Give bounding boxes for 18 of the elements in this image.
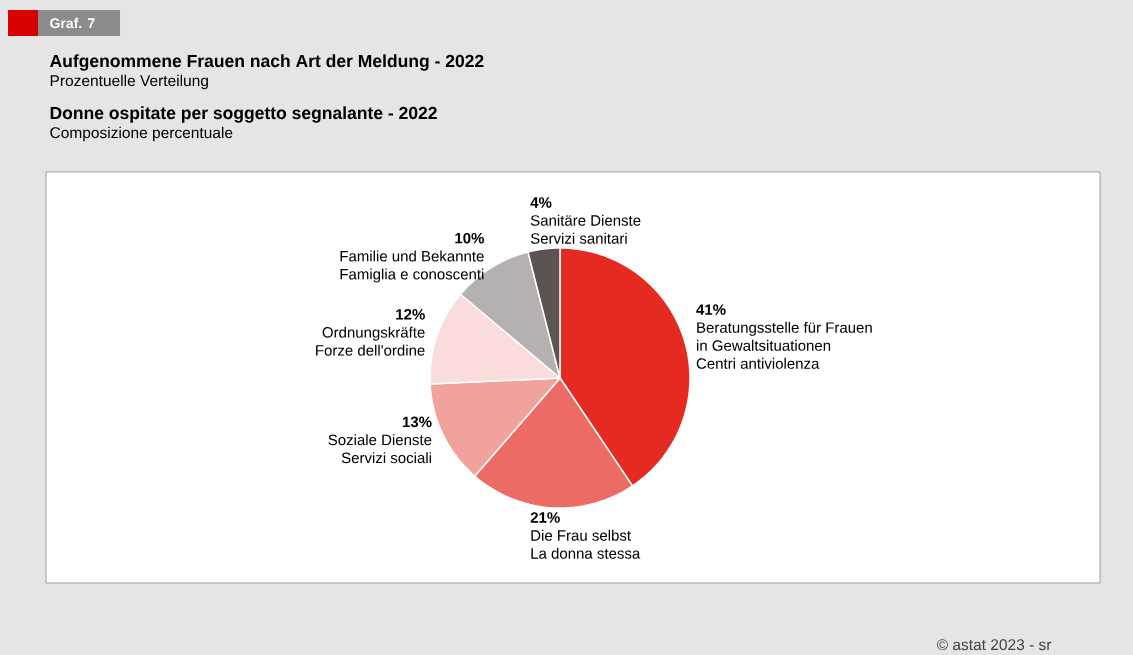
slice-label: Ordnungskräfte Forze dell'ordine (316, 326, 425, 356)
slice-label: Beratungsstelle für Frauen in Gewaltsituationen Centri antiviolenza (696, 321, 872, 369)
data-label: 21% (530, 512, 560, 523)
data-label: 13% (402, 416, 432, 428)
text: Donne ospitate per soggetto segnalante - 2022 (50, 106, 437, 123)
data-label: 10% (455, 232, 484, 244)
slice-label: Die Frau selbst La donna stessa (531, 529, 641, 559)
data-label: 4% (530, 197, 552, 208)
text: Prozentuelle Verteilung (50, 74, 208, 90)
data-label: 12% (396, 309, 425, 320)
data-label: 41% (696, 304, 726, 315)
chart-title: Aufgenommene Frauen nach Art der Meldung - 2022 (49, 54, 484, 71)
slice-label: Sanitäre Dienste Servizi sanitari (530, 214, 641, 244)
text: Composizione percentuale (50, 126, 233, 142)
text: Graf. 7 (50, 17, 95, 29)
text: © astat 2023 - sr (936, 639, 1052, 651)
slice-label: Familie und Bekannte Famiglia e conoscenti (340, 250, 484, 283)
slice-label: Soziale Dienste Servizi sociali (328, 434, 432, 464)
